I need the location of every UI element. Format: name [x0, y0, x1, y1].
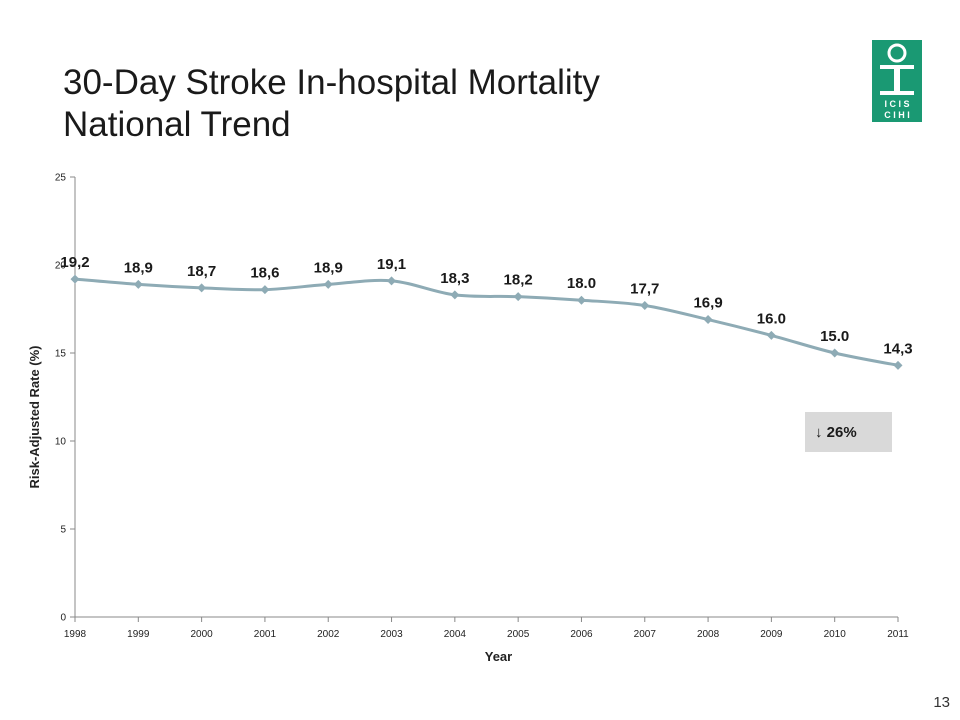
data-label-2009: 16.0 [757, 310, 786, 327]
data-point-2008 [703, 315, 713, 325]
y-tick-label: 25 [55, 173, 67, 184]
data-label-2005: 18,2 [504, 272, 533, 289]
data-label-2003: 19,1 [377, 256, 406, 273]
data-label-2004: 18,3 [440, 270, 469, 287]
data-point-1999 [133, 279, 143, 289]
y-tick-label: 20 [55, 261, 67, 272]
data-point-2007 [640, 300, 650, 310]
data-point-2011 [893, 360, 903, 370]
data-label-2011: 14,3 [883, 340, 912, 357]
x-tick-label: 2000 [190, 629, 213, 640]
data-label-2007: 17,7 [630, 280, 659, 297]
slide-title: 30-Day Stroke In-hospital Mortality Nati… [63, 62, 763, 146]
x-tick-label: 2011 [887, 629, 909, 640]
x-tick-label: 2003 [380, 629, 403, 640]
x-tick-label: 1998 [64, 629, 87, 640]
data-point-2005 [513, 292, 523, 302]
logo-text-cihi: C I H I [884, 110, 910, 120]
y-tick-label: 0 [60, 613, 66, 624]
y-tick-label: 15 [55, 349, 67, 360]
decline-callout-text: ↓ 26% [815, 424, 857, 441]
x-tick-label: 1999 [127, 629, 150, 640]
x-tick-label: 2001 [254, 629, 277, 640]
logo-text-icis: I C I S [884, 99, 909, 109]
icis-cihi-logo: I C I S C I H I [872, 40, 922, 122]
x-tick-label: 2002 [317, 629, 340, 640]
decline-callout-box [805, 412, 892, 452]
data-label-1998: 19,2 [60, 254, 89, 271]
x-tick-label: 2008 [697, 629, 720, 640]
data-label-2001: 18,6 [250, 265, 279, 282]
data-label-2010: 15.0 [820, 328, 849, 345]
x-tick-label: 2004 [444, 629, 467, 640]
x-axis-title: Year [485, 649, 512, 664]
x-tick-label: 2006 [570, 629, 593, 640]
data-label-2008: 16,9 [693, 295, 722, 312]
slide-title-line2: National Trend [63, 105, 291, 144]
x-tick-label: 2010 [824, 629, 847, 640]
data-label-2002: 18,9 [314, 259, 343, 276]
data-point-1998 [70, 274, 80, 284]
slide-number: 13 [933, 694, 950, 711]
data-point-2000 [197, 283, 207, 293]
x-tick-label: 2007 [634, 629, 657, 640]
data-point-2004 [450, 290, 460, 300]
logo-circle-icon [887, 43, 907, 63]
data-label-1999: 18,9 [124, 259, 153, 276]
data-point-2006 [576, 295, 586, 305]
data-point-2010 [830, 348, 840, 358]
x-tick-label: 2005 [507, 629, 530, 640]
y-axis-title: Risk-Adjusted Rate (%) [27, 345, 42, 488]
data-point-2001 [260, 285, 270, 295]
data-label-2006: 18.0 [567, 275, 596, 292]
y-tick-label: 5 [60, 525, 66, 536]
slide-title-line1: 30-Day Stroke In-hospital Mortality [63, 63, 600, 102]
x-tick-label: 2009 [760, 629, 783, 640]
y-tick-label: 10 [55, 437, 67, 448]
data-point-2002 [323, 279, 333, 289]
data-point-2003 [387, 276, 397, 286]
data-label-2000: 18,7 [187, 263, 216, 280]
data-point-2009 [766, 330, 776, 340]
